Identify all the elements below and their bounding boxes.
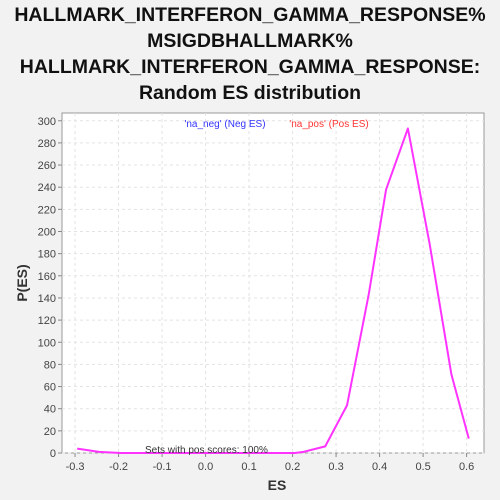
series-layer <box>77 127 470 454</box>
x-tick-label: 0.4 <box>372 461 387 473</box>
x-axis-label: ES <box>268 477 287 493</box>
x-tick-label: -0.1 <box>153 461 172 473</box>
x-tick-label: 0.5 <box>415 461 430 473</box>
y-tick-label: 40 <box>44 404 56 416</box>
y-tick-label: 180 <box>38 249 56 261</box>
x-tick-label: 0.1 <box>241 461 256 473</box>
legend: 'na_neg' (Neg ES) 'na_pos' (Pos ES) <box>184 119 368 130</box>
y-tick-label: 300 <box>38 116 56 128</box>
legend-entry: 'na_neg' (Neg ES) <box>184 119 265 130</box>
es-distribution-line <box>77 127 470 454</box>
y-tick-label: 60 <box>44 382 56 394</box>
chart-title: HALLMARK_INTERFERON_GAMMA_RESPONSE% MSIG… <box>0 2 500 106</box>
axes: -0.3 -0.2 -0.1 0.0 0.1 0.2 0.3 0.4 0.5 0.6 0 20 40 60… <box>38 116 475 473</box>
y-tick-label: 0 <box>50 448 56 460</box>
annotation-text: Sets with pos scores: 100% <box>145 445 268 456</box>
legend-entry: 'na_pos' (Pos ES) <box>289 119 368 130</box>
plot-area <box>61 112 485 454</box>
y-tick-label: 100 <box>38 337 56 349</box>
y-tick-label: 220 <box>38 204 56 216</box>
y-axis-label: P(ES) <box>14 264 30 301</box>
y-tick-label: 160 <box>38 271 56 283</box>
chart-title-line-2: MSIGDBHALLMARK% <box>147 30 353 52</box>
y-tick-label: 120 <box>38 315 56 327</box>
y-tick-label: 260 <box>38 160 56 172</box>
chart-title-line-3: HALLMARK_INTERFERON_GAMMA_RESPONSE: <box>19 56 481 78</box>
x-tick-label: 0.2 <box>285 461 300 473</box>
y-tick-label: 240 <box>38 182 56 194</box>
y-tick-label: 200 <box>38 227 56 239</box>
chart-title-line-4: Random ES distribution <box>138 82 362 104</box>
y-tick-label: 280 <box>38 138 56 150</box>
y-tick-label: 140 <box>38 293 56 305</box>
x-tick-label: -0.2 <box>109 461 128 473</box>
y-tick-label: 80 <box>44 359 56 371</box>
x-tick-label: -0.3 <box>66 461 85 473</box>
grid <box>62 113 484 454</box>
x-tick-label: 0.3 <box>328 461 343 473</box>
y-tick-label: 20 <box>44 426 56 438</box>
chart-title-line-1: HALLMARK_INTERFERON_GAMMA_RESPONSE% <box>14 4 486 26</box>
x-tick-label: 0.0 <box>198 461 213 473</box>
x-tick-label: 0.6 <box>459 461 474 473</box>
